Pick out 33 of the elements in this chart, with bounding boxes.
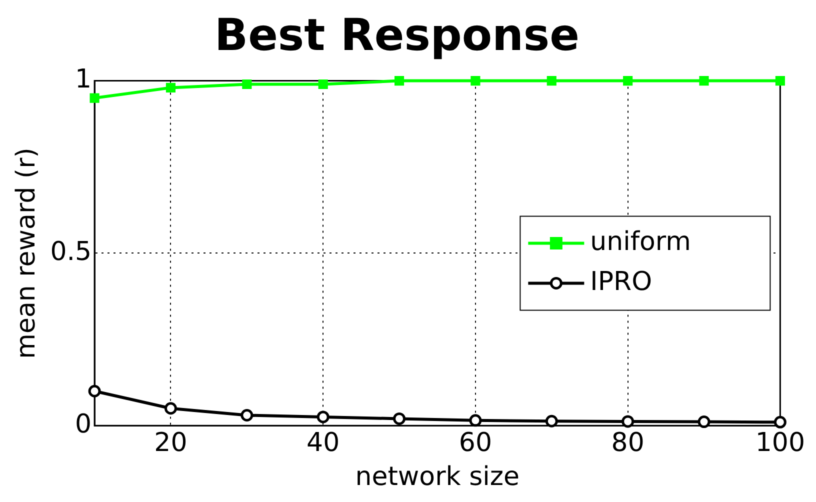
point bbox=[775, 76, 785, 86]
point bbox=[698, 416, 710, 428]
point bbox=[164, 402, 177, 415]
point bbox=[774, 416, 786, 428]
point bbox=[699, 76, 709, 86]
y-axis-title: mean reward (r) bbox=[11, 148, 42, 359]
point bbox=[242, 79, 252, 90]
point bbox=[546, 76, 556, 86]
point bbox=[622, 415, 634, 428]
x-tick-label: 60 bbox=[458, 428, 492, 458]
x-tick-label: 80 bbox=[611, 428, 644, 458]
y-tick-label: 1 bbox=[75, 64, 92, 95]
legend-label: IPRO bbox=[590, 266, 652, 297]
point bbox=[470, 76, 480, 86]
point bbox=[393, 412, 406, 425]
point bbox=[394, 76, 404, 86]
point bbox=[318, 79, 328, 90]
y-tick-label: 0.5 bbox=[50, 236, 92, 267]
point bbox=[90, 93, 100, 103]
y-tick-label: 0 bbox=[75, 409, 92, 440]
point bbox=[545, 414, 558, 428]
x-axis-title: network size bbox=[355, 462, 520, 492]
x-tick-label: 100 bbox=[755, 428, 806, 458]
point bbox=[623, 76, 633, 86]
point bbox=[316, 410, 330, 424]
x-tick-label: 40 bbox=[306, 428, 340, 458]
point bbox=[88, 384, 101, 398]
point bbox=[240, 409, 254, 422]
x-tick-label: 20 bbox=[154, 428, 188, 458]
point bbox=[166, 82, 176, 92]
point bbox=[469, 414, 482, 427]
legend-label: uniform bbox=[590, 226, 691, 257]
chart-title: Best Response bbox=[214, 10, 580, 61]
